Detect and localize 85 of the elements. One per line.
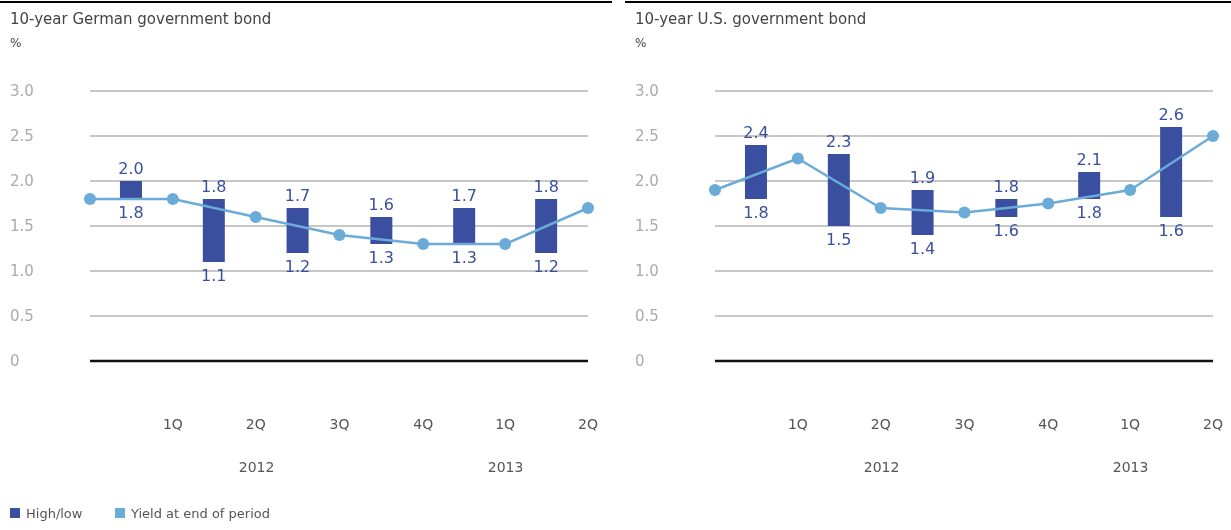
- bar: [911, 190, 934, 235]
- point: [1042, 197, 1055, 210]
- annotation: 2.1: [1076, 150, 1102, 169]
- y-tick-label: 2.5: [635, 126, 659, 145]
- x-tick-label: 2Q: [870, 416, 891, 432]
- annotation: 2.0: [118, 159, 144, 178]
- bar: [744, 145, 767, 199]
- x-tick-label: 4Q: [413, 416, 434, 432]
- annotation: 1.9: [909, 168, 936, 187]
- y-tick-label: 0.5: [10, 306, 34, 325]
- annotation: 1.8: [533, 177, 559, 196]
- bar: [370, 217, 393, 244]
- text: 2012: [863, 459, 900, 475]
- y-axis-title: %: [635, 36, 647, 50]
- y-tick-label: 3.0: [635, 81, 659, 100]
- y-tick-label: 0.5: [635, 306, 659, 325]
- annotation: 1.6: [368, 195, 395, 214]
- point: [1124, 184, 1137, 196]
- point: [499, 238, 512, 250]
- chart-title: 10-year German government bond: [10, 10, 272, 28]
- annotation: 1.3: [368, 248, 395, 267]
- x-tick-label: 2Q: [578, 416, 598, 432]
- y-axis-title: %: [10, 36, 22, 50]
- point: [166, 193, 179, 205]
- annotation: 1.6: [1158, 221, 1184, 240]
- y-tick-label: 0: [635, 351, 645, 370]
- annotation: 1.2: [284, 257, 311, 276]
- bar: [286, 208, 309, 253]
- x-tick-label: 2Q: [1203, 416, 1223, 432]
- y-tick-label: 1.0: [10, 261, 34, 280]
- y-tick-label: 2.0: [635, 171, 659, 190]
- x-tick-label: 1Q: [1120, 416, 1141, 432]
- legend-label: High/low: [26, 506, 83, 521]
- x-tick-label: 3Q: [954, 416, 975, 432]
- x-tick-label: 2Q: [245, 416, 266, 432]
- point: [874, 202, 887, 214]
- y-tick-label: 1.5: [635, 216, 659, 235]
- bar: [119, 181, 142, 199]
- text: 2013: [487, 459, 524, 475]
- annotation: 1.8: [743, 203, 769, 222]
- y-tick-label: 1.5: [10, 216, 34, 235]
- annotation: 1.6: [993, 221, 1020, 240]
- annotation: 2.3: [826, 132, 852, 151]
- x-tick-label: 3Q: [329, 416, 350, 432]
- x-tick-label: 4Q: [1038, 416, 1059, 432]
- x-tick-label: 1Q: [495, 416, 516, 432]
- bar: [1160, 127, 1183, 217]
- annotation: 1.4: [909, 239, 936, 258]
- point: [84, 193, 96, 205]
- annotation: 1.7: [451, 186, 477, 205]
- point: [417, 238, 430, 250]
- y-tick-label: 0: [10, 351, 20, 370]
- annotation: 1.5: [826, 230, 852, 249]
- bar: [827, 154, 850, 226]
- y-tick-label: 2.5: [10, 126, 34, 145]
- x-tick-label: 1Q: [787, 416, 808, 432]
- y-tick-label: 3.0: [10, 81, 34, 100]
- bar: [453, 208, 476, 244]
- point: [958, 206, 971, 219]
- chart-title: 10-year U.S. government bond: [635, 10, 867, 28]
- annotation: 2.4: [743, 123, 769, 142]
- point: [709, 184, 721, 196]
- point: [1207, 130, 1219, 142]
- annotation: 1.1: [201, 266, 227, 285]
- annotation: 1.7: [284, 186, 311, 205]
- text: 2012: [238, 459, 275, 475]
- y-tick-label: 2.0: [10, 171, 34, 190]
- point: [791, 152, 804, 165]
- annotation: 2.6: [1158, 105, 1184, 124]
- bar: [535, 199, 558, 253]
- legend-label: Yield at end of period: [130, 506, 270, 521]
- y-tick-label: 1.0: [635, 261, 659, 280]
- annotation: 1.8: [993, 177, 1020, 196]
- annotation: 1.2: [533, 257, 559, 276]
- bar: [1078, 172, 1101, 199]
- point: [249, 211, 262, 223]
- text: 2013: [1112, 459, 1149, 475]
- point: [582, 202, 594, 214]
- annotation: 1.8: [118, 203, 144, 222]
- bar: [202, 199, 225, 262]
- point: [333, 229, 346, 241]
- x-tick-label: 1Q: [162, 416, 183, 432]
- annotation: 1.3: [451, 248, 477, 267]
- annotation: 1.8: [1076, 203, 1102, 222]
- annotation: 1.8: [201, 177, 227, 196]
